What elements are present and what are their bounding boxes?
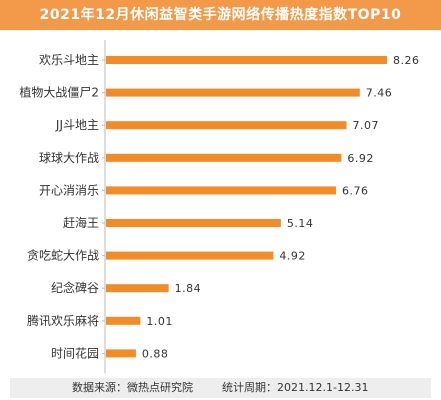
value-label: 0.88 [142,347,169,360]
category-label: 球球大作战 [39,151,99,165]
title-bar [0,0,441,30]
category-label: 赶海王 [63,215,99,230]
value-label: 5.14 [287,217,314,230]
category-label: JJ斗地主 [55,118,99,132]
value-label: 7.46 [366,87,393,100]
stat-period: 统计周期：2021.12.1-12.31 [222,381,369,394]
chart-title: 2021年12月休闲益智类手游网络传播热度指数TOP10 [39,7,402,23]
value-label: 1.01 [146,315,173,328]
bar [106,284,169,293]
value-label: 6.92 [347,152,374,165]
value-label: 1.84 [175,282,202,295]
value-label: 7.07 [353,119,380,132]
bar [106,186,336,195]
category-label: 植物大战僵尸2 [19,85,99,100]
bar [106,153,342,162]
bar [106,121,347,130]
value-label: 4.92 [279,250,306,263]
bar [106,219,281,227]
category-label: 腾讯欢乐麻将 [27,313,99,328]
category-label: 开心消消乐 [39,183,99,197]
data-source: 数据来源：微热点研究院 [72,381,193,394]
category-label: 欢乐斗地主 [39,52,99,67]
category-label: 纪念碑谷 [51,280,99,295]
bar [106,349,136,358]
category-label: 时间花园 [51,345,99,360]
bar [106,251,274,260]
bar-chart: 欢乐斗地主 8.26 植物大战僵尸2 7.46 JJ斗地主 7.07 球球大作战 6.92 开心… [19,40,420,374]
bar [106,56,387,64]
bar [106,88,360,97]
category-label: 贪吃蛇大作战 [27,248,99,263]
footer-bar [10,378,431,398]
bar [106,316,141,325]
value-label: 8.26 [393,54,420,67]
value-label: 6.76 [342,184,369,197]
